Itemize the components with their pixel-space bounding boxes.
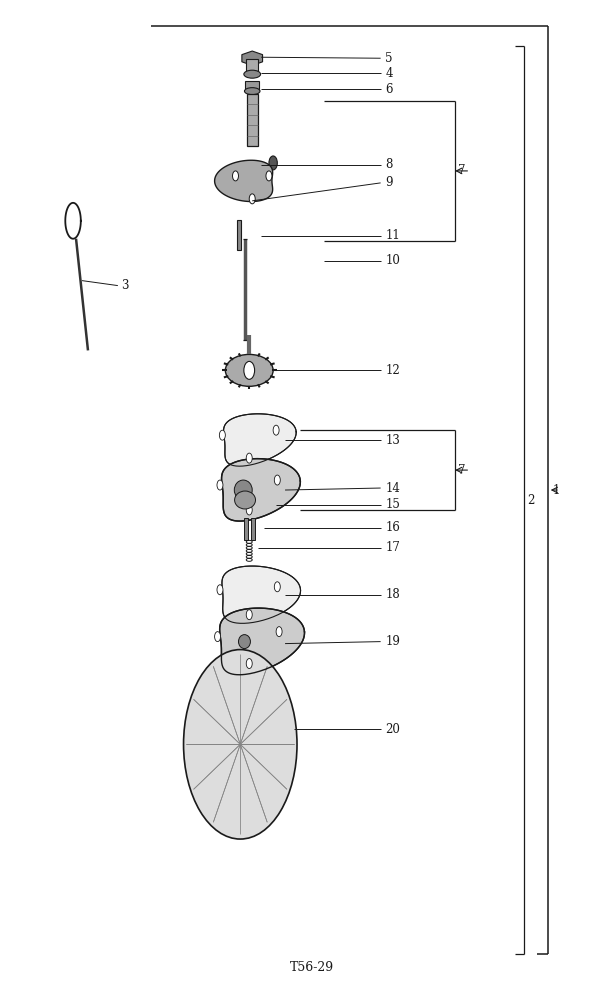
- Text: 10: 10: [385, 254, 400, 267]
- Circle shape: [246, 610, 252, 620]
- Text: 7: 7: [458, 464, 466, 477]
- Ellipse shape: [244, 88, 260, 95]
- Text: 17: 17: [385, 541, 400, 554]
- FancyBboxPatch shape: [245, 81, 259, 91]
- Polygon shape: [224, 414, 296, 466]
- Ellipse shape: [238, 635, 250, 649]
- Text: 14: 14: [385, 482, 400, 495]
- Text: 8: 8: [385, 158, 393, 171]
- Text: 6: 6: [385, 83, 393, 96]
- Text: T56-29: T56-29: [290, 961, 334, 974]
- Circle shape: [220, 430, 226, 440]
- Text: 19: 19: [385, 635, 400, 648]
- Text: 11: 11: [385, 229, 400, 242]
- Circle shape: [246, 453, 252, 463]
- Circle shape: [244, 361, 254, 379]
- Circle shape: [276, 627, 282, 637]
- Polygon shape: [221, 459, 301, 521]
- Circle shape: [215, 632, 221, 642]
- Text: 13: 13: [385, 434, 400, 447]
- FancyBboxPatch shape: [246, 59, 258, 71]
- Text: 2: 2: [527, 494, 535, 507]
- Circle shape: [217, 480, 223, 490]
- Circle shape: [266, 674, 274, 685]
- Ellipse shape: [226, 354, 273, 386]
- Circle shape: [273, 425, 279, 435]
- Circle shape: [274, 475, 280, 485]
- Polygon shape: [220, 608, 305, 675]
- Circle shape: [233, 171, 238, 181]
- Ellipse shape: [235, 491, 256, 509]
- Circle shape: [246, 505, 252, 515]
- Polygon shape: [215, 160, 272, 202]
- Polygon shape: [222, 566, 301, 623]
- Circle shape: [217, 585, 223, 595]
- Circle shape: [184, 650, 297, 839]
- Text: 1: 1: [553, 484, 560, 497]
- FancyBboxPatch shape: [237, 220, 241, 250]
- Ellipse shape: [244, 70, 260, 78]
- Circle shape: [249, 194, 255, 204]
- Polygon shape: [242, 51, 263, 65]
- Circle shape: [274, 582, 280, 592]
- Circle shape: [246, 659, 252, 669]
- Circle shape: [245, 659, 253, 671]
- Text: 20: 20: [385, 723, 400, 736]
- Text: 4: 4: [385, 67, 393, 80]
- Text: 18: 18: [385, 588, 400, 601]
- Text: 9: 9: [385, 176, 393, 189]
- Text: 3: 3: [121, 279, 128, 292]
- Text: 5: 5: [385, 52, 393, 65]
- Circle shape: [266, 171, 272, 181]
- FancyBboxPatch shape: [247, 94, 257, 146]
- Text: 16: 16: [385, 521, 400, 534]
- FancyBboxPatch shape: [244, 518, 248, 540]
- Text: 7: 7: [458, 164, 466, 177]
- FancyBboxPatch shape: [251, 518, 254, 540]
- Circle shape: [219, 664, 226, 676]
- Text: 12: 12: [385, 364, 400, 377]
- Circle shape: [269, 156, 277, 170]
- Ellipse shape: [235, 480, 252, 500]
- Text: 15: 15: [385, 498, 400, 511]
